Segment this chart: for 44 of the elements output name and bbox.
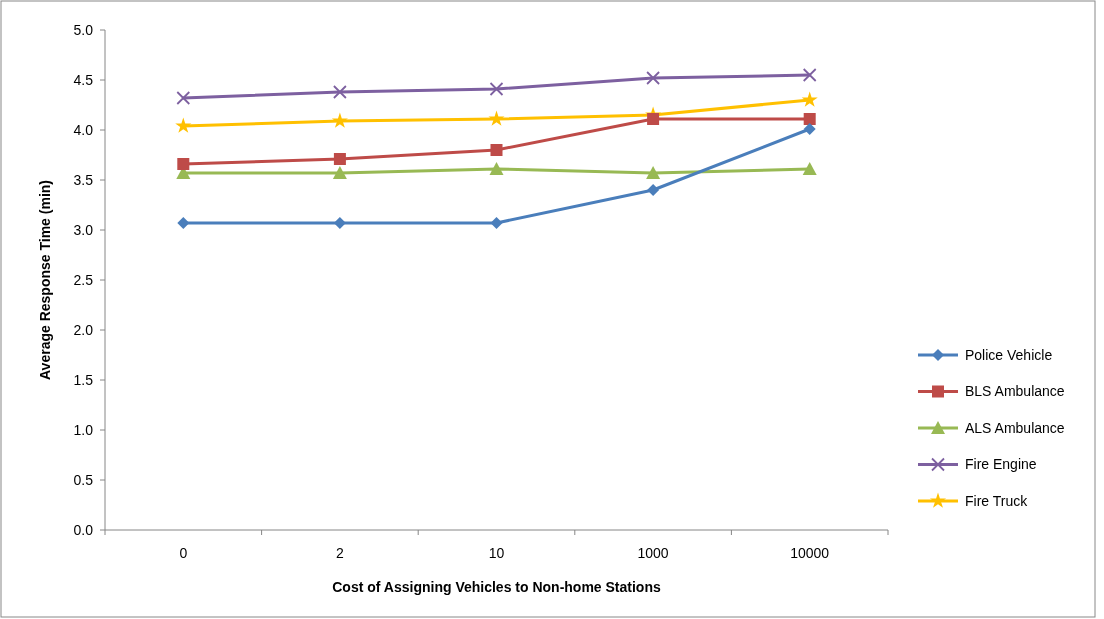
y-tick-label: 2.5 xyxy=(73,271,94,288)
x-tick-label: 2 xyxy=(336,545,344,561)
point xyxy=(176,91,191,105)
y-tick-label: 3.5 xyxy=(73,171,94,188)
legend-label: Police Vehicle xyxy=(965,346,1053,363)
y-tick-label: 4.0 xyxy=(73,121,94,138)
y-tick-label: 0.5 xyxy=(73,471,94,488)
point xyxy=(803,123,816,135)
point xyxy=(175,117,192,133)
point xyxy=(646,166,661,179)
legend-label: ALS Ambulance xyxy=(965,419,1065,436)
point xyxy=(333,153,346,165)
y-tick-label: 3.0 xyxy=(73,221,94,238)
y-axis-title: Average Response Time (min) xyxy=(37,180,53,380)
point xyxy=(803,113,816,125)
x-tick-label: 10 xyxy=(488,545,505,561)
x-axis-title: Cost of Assigning Vehicles to Non-home Stations xyxy=(332,579,661,595)
point xyxy=(333,85,347,99)
point xyxy=(646,71,660,85)
point xyxy=(488,110,505,126)
point xyxy=(489,162,504,175)
point xyxy=(489,82,504,96)
y-tick-label: 4.5 xyxy=(73,71,94,88)
point xyxy=(647,113,660,125)
y-tick-label: 0.0 xyxy=(73,521,94,538)
point xyxy=(332,166,347,179)
point xyxy=(802,162,817,175)
legend-label: Fire Engine xyxy=(965,456,1037,473)
point xyxy=(331,112,348,128)
x-tick-label: 1000 xyxy=(637,545,669,561)
y-tick-label: 1.5 xyxy=(73,371,94,388)
y-tick-label: 2.0 xyxy=(73,321,94,338)
point xyxy=(177,158,190,170)
legend-label: BLS Ambulance xyxy=(965,383,1065,400)
x-tick-label: 10000 xyxy=(790,545,830,561)
x-tick-label: 0 xyxy=(179,545,188,561)
point xyxy=(490,217,503,229)
legend-label: Fire Truck xyxy=(965,492,1029,509)
point xyxy=(801,91,818,107)
point xyxy=(490,144,503,156)
point xyxy=(802,68,817,82)
y-tick-label: 5.0 xyxy=(73,21,94,38)
y-tick-label: 1.0 xyxy=(73,421,94,438)
point xyxy=(647,184,660,196)
